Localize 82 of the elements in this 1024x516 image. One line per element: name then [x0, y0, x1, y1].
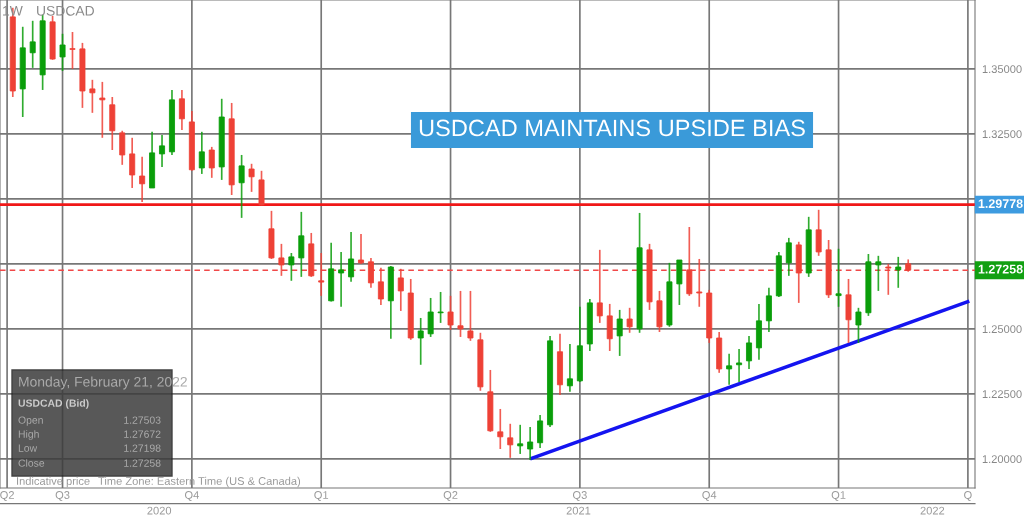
candlestick — [208, 146, 215, 179]
candlestick — [885, 263, 892, 296]
candlestick — [129, 136, 136, 189]
candlestick — [785, 237, 792, 277]
candlestick — [238, 154, 245, 219]
y-tick-label: 1.25000 — [982, 325, 1022, 334]
x2-tick-label: 2022 — [920, 506, 945, 515]
x-tick-label: Q3 — [573, 491, 587, 501]
candlestick — [746, 335, 752, 370]
candlestick — [288, 252, 295, 282]
candlestick — [367, 257, 374, 289]
candlestick — [596, 249, 603, 324]
candlestick — [855, 306, 862, 344]
candlestick — [139, 155, 146, 203]
candlestick — [89, 78, 96, 114]
candlestick — [497, 408, 504, 450]
y-tick-label: 1.35000 — [982, 65, 1022, 74]
x-tick-label: Q2 — [0, 491, 14, 501]
annotation: Close — [18, 459, 45, 467]
x-tick-label: Q4 — [702, 491, 717, 501]
x-tick-label: Q1 — [831, 491, 846, 501]
annotation: USDCAD (Bid) — [18, 399, 89, 409]
candlestick — [686, 226, 693, 297]
candlestick — [178, 89, 185, 131]
candlestick — [696, 258, 703, 308]
candlestick — [377, 266, 384, 306]
x-tick-label: Q — [964, 491, 972, 501]
candlestick — [566, 343, 573, 393]
annotation: High — [18, 430, 39, 440]
ref-line-label: 1.29778 — [978, 199, 1023, 209]
candlestick — [626, 306, 633, 334]
x2-tick-label: 2020 — [147, 506, 172, 515]
candlestick — [467, 290, 474, 342]
candlestick — [397, 267, 404, 312]
candlestick — [527, 426, 534, 461]
candlestick — [676, 259, 683, 306]
candlestick — [447, 295, 454, 331]
candlestick — [457, 290, 464, 338]
candlestick — [248, 162, 255, 193]
candlestick — [507, 422, 514, 459]
candlestick — [815, 208, 822, 257]
candlestick — [736, 348, 743, 383]
candlestick — [606, 303, 613, 352]
candlestick — [537, 414, 544, 449]
annotation: 1.27198 — [124, 444, 161, 452]
candlestick — [835, 247, 842, 308]
annotation: Low — [18, 444, 38, 452]
candlestick — [358, 233, 364, 265]
candlestick — [875, 254, 882, 292]
x-tick-label: Q1 — [314, 491, 329, 501]
annotation: Open — [18, 416, 43, 426]
candlestick — [895, 256, 902, 289]
candlestick — [616, 309, 623, 357]
candlestick — [417, 317, 424, 366]
candlestick — [59, 32, 66, 72]
x-tick-label: Q2 — [443, 491, 458, 501]
annotation: 1.27258 — [124, 459, 161, 467]
y-tick-label: 1.32500 — [982, 130, 1022, 139]
candlestick — [29, 19, 36, 69]
candlestick — [348, 231, 355, 283]
candlestick — [437, 291, 444, 324]
annotation: 1.27672 — [124, 430, 161, 438]
candlestick — [119, 129, 126, 166]
x2-tick-label: 2021 — [566, 506, 591, 515]
candlestick — [427, 297, 434, 338]
text: USDCAD MAINTAINS UPSIDE BIAS — [419, 119, 805, 137]
y-tick-label: 1.20000 — [982, 455, 1022, 464]
candlestick — [198, 130, 205, 175]
candlestick — [726, 353, 733, 386]
ref-line-label: 1.27258 — [978, 264, 1023, 274]
candlestick — [99, 81, 106, 139]
y-tick-label: 1.22500 — [982, 390, 1022, 399]
x-tick-label: Q3 — [55, 491, 70, 501]
annotation: 1.27503 — [124, 416, 161, 424]
candlestick — [298, 211, 305, 278]
candlestick — [318, 252, 325, 297]
candlestick — [338, 251, 345, 308]
candlestick — [517, 423, 524, 455]
candlestick — [278, 243, 285, 277]
x-tick-label: Q4 — [184, 491, 199, 501]
candlestick — [159, 134, 165, 168]
candlestick — [69, 31, 76, 70]
